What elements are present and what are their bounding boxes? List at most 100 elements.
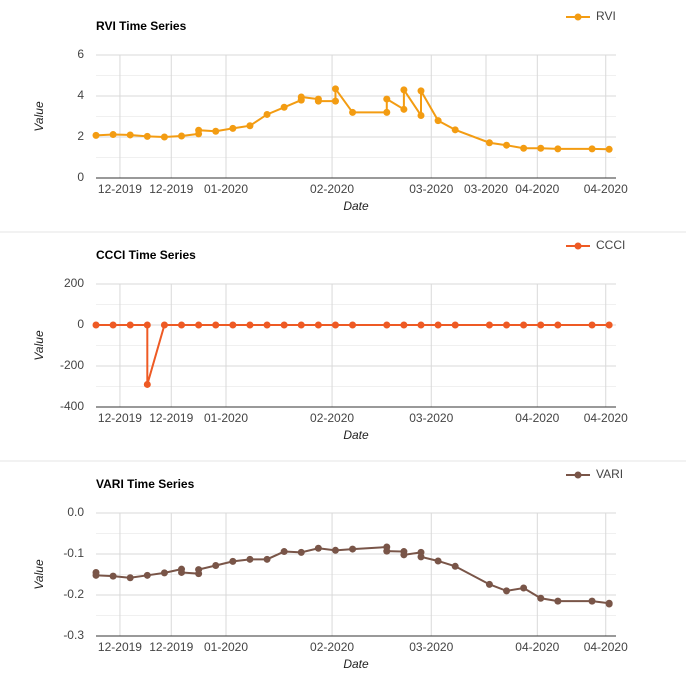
data-point [263,321,271,329]
y-tick-label: -400 [60,399,84,413]
y-axis-title: Value [32,559,46,590]
x-tick-label: 01-2020 [204,411,248,425]
y-tick-label: -0.2 [63,587,84,601]
data-point [92,321,100,329]
x-tick-label: 04-2020 [515,411,559,425]
x-tick-label: 03-2020 [409,640,453,654]
data-point [400,321,408,329]
y-tick-label: 2 [77,129,84,143]
y-tick-label: 0 [77,317,84,331]
data-point [485,321,493,329]
data-point [280,103,288,111]
data-point [451,321,459,329]
data-point [160,569,168,577]
data-point [143,380,151,388]
data-point [229,124,237,132]
data-point [195,321,203,329]
data-point [537,144,545,152]
chart-panel: RVI Time Series 0 2 4 6 12-2019 12-2019 01-2020… [32,9,628,213]
x-tick-label: 04-2020 [515,182,559,196]
data-point [383,321,391,329]
data-point [349,108,357,116]
data-point [554,597,562,605]
y-axis-title: Value [32,101,46,132]
x-axis-title: Date [343,657,369,671]
x-tick-label: 01-2020 [204,640,248,654]
legend-symbol [574,13,582,21]
data-point [520,321,528,329]
legend-label: RVI [596,9,616,23]
chart-title: RVI Time Series [96,19,187,33]
data-point [451,562,459,570]
x-tick-label: 12-2019 [149,411,193,425]
x-tick-label: 12-2019 [98,640,142,654]
data-point [109,131,117,139]
data-point [212,321,220,329]
data-point [92,131,100,139]
data-point [520,584,528,592]
data-point [520,144,528,152]
x-tick-label: 02-2020 [310,640,354,654]
data-point [280,321,288,329]
y-tick-label: -0.1 [63,546,84,560]
data-point [263,555,271,563]
data-point [417,321,425,329]
data-point [503,587,511,595]
x-tick-label: 01-2020 [204,182,248,196]
data-point [605,321,613,329]
data-point [400,551,408,559]
chart-title: VARI Time Series [96,477,195,491]
data-point [383,95,391,103]
legend-label: CCCI [596,238,625,252]
data-point [417,111,425,119]
data-point [178,321,186,329]
data-point [383,108,391,116]
data-point [605,600,613,608]
y-tick-label: -0.3 [63,628,84,642]
data-point [109,572,117,580]
x-tick-label: 12-2019 [98,411,142,425]
data-point [434,117,442,125]
data-point [451,126,459,134]
data-point [297,93,305,101]
data-point [417,553,425,561]
data-point [331,85,339,93]
y-tick-label: 200 [64,276,84,290]
chart-title: CCCI Time Series [96,248,196,262]
data-point [246,122,254,130]
x-tick-label: 04-2020 [584,182,628,196]
data-point [417,87,425,95]
data-point [400,105,408,113]
data-point [178,568,186,576]
data-point [331,321,339,329]
y-tick-label: 0 [77,170,84,184]
legend-symbol [574,242,582,250]
x-tick-label: 02-2020 [310,411,354,425]
data-point [246,555,254,563]
data-point [400,86,408,94]
y-tick-label: 0.0 [67,505,84,519]
data-point [178,132,186,140]
y-tick-label: -200 [60,358,84,372]
data-point [126,321,134,329]
data-point [485,580,493,588]
data-point [349,321,357,329]
data-point [195,566,203,574]
data-point [331,97,339,105]
data-point [126,574,134,582]
y-tick-label: 4 [77,88,84,102]
data-point [588,321,596,329]
data-point [297,548,305,556]
chart-panel: VARI Time Series -0.3 -0.2 -0.1 0.0 12-2019 12… [32,467,628,671]
data-point [588,145,596,153]
data-point [383,547,391,555]
data-point [212,127,220,135]
y-axis-title: Value [32,330,46,361]
data-point [143,321,151,329]
y-tick-label: 6 [77,47,84,61]
data-point [109,321,117,329]
chart-panel: CCCI Time Series -400 -200 0 200 12-2019 12-20… [32,238,628,442]
x-tick-label: 02-2020 [310,182,354,196]
